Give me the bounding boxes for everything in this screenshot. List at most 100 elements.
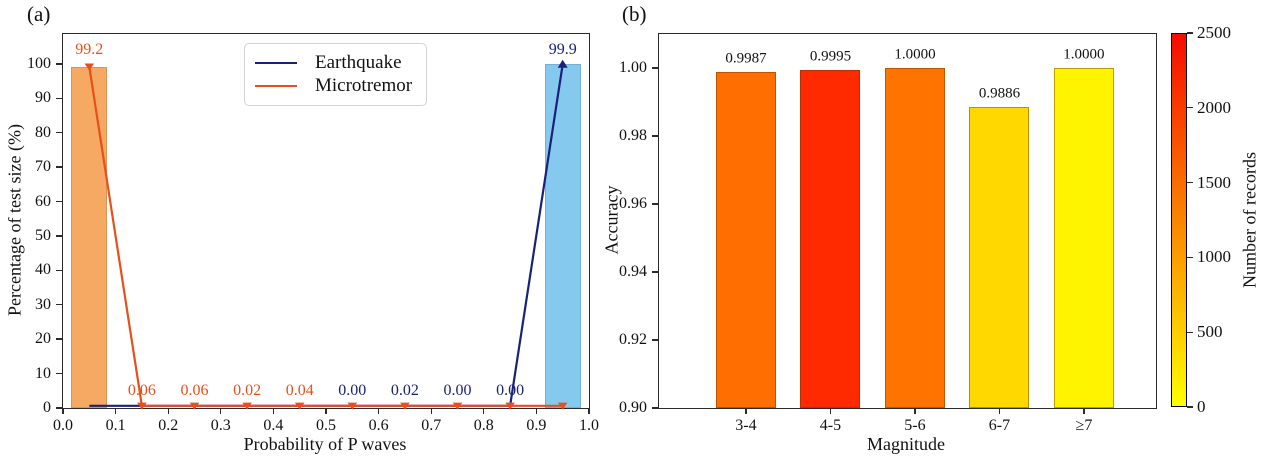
x-tick xyxy=(745,408,747,414)
triangle-down-marker-icon xyxy=(505,402,515,410)
y-tick xyxy=(56,407,62,409)
colorbar-tick xyxy=(1187,256,1193,259)
value-annotation: 0.00 xyxy=(443,382,472,400)
y-tick-label: 10 xyxy=(35,364,51,382)
value-annotation: 0.02 xyxy=(390,382,419,400)
x-tick xyxy=(535,408,538,414)
colorbar-tick-label: 1500 xyxy=(1197,172,1231,192)
y-tick-label: 0.98 xyxy=(619,127,647,144)
y-tick xyxy=(56,372,62,375)
y-tick-label: 0.92 xyxy=(619,331,647,348)
y-tick-label: 40 xyxy=(35,261,51,279)
x-tick-label: 3-4 xyxy=(735,417,757,434)
x-tick xyxy=(272,408,275,414)
colorbar-tick xyxy=(1187,406,1193,408)
x-tick-label: 0.1 xyxy=(105,417,126,434)
x-tick xyxy=(588,408,590,414)
accuracy-bar xyxy=(969,106,1030,408)
triangle-down-marker-icon xyxy=(400,402,410,410)
legend-item-earthquake: Earthquake xyxy=(255,51,414,75)
histogram-bar xyxy=(544,64,581,408)
y-tick-label: 1.00 xyxy=(619,59,647,76)
triangle-down-marker-icon xyxy=(557,402,568,410)
panel-b-y-axis-label: Accuracy xyxy=(601,185,622,255)
y-tick-label: 0.94 xyxy=(619,263,647,280)
panel-a-legend: Earthquake Microtremor xyxy=(244,43,427,106)
y-tick xyxy=(56,235,62,237)
triangle-down-marker-icon xyxy=(137,402,147,410)
value-annotation: 0.00 xyxy=(496,382,525,400)
panel-b-x-axis-label: Magnitude xyxy=(867,434,945,454)
colorbar-gradient xyxy=(1172,34,1186,406)
y-tick-label: 20 xyxy=(35,330,51,348)
triangle-down-marker-icon xyxy=(452,402,463,410)
legend-label-earthquake: Earthquake xyxy=(315,51,402,73)
series-line-microtremor xyxy=(88,66,563,407)
value-annotation: 99.9 xyxy=(548,41,577,59)
x-tick xyxy=(1083,408,1085,414)
y-tick xyxy=(56,200,62,203)
y-tick xyxy=(56,338,62,340)
y-tick xyxy=(56,97,62,100)
accuracy-bar xyxy=(715,72,776,408)
x-tick xyxy=(220,408,222,414)
y-tick-label: 90 xyxy=(35,89,51,107)
y-tick-label: 50 xyxy=(35,226,51,244)
y-tick xyxy=(652,135,658,137)
colorbar-tick-label: 500 xyxy=(1197,322,1223,342)
x-tick xyxy=(114,408,117,414)
y-tick xyxy=(652,203,658,205)
triangle-down-marker-icon xyxy=(347,402,358,410)
x-tick xyxy=(62,408,64,414)
panel-a-x-axis-label: Probability of P waves xyxy=(243,434,407,454)
x-tick xyxy=(483,408,485,414)
panel-a-lines xyxy=(84,59,568,410)
colorbar-tick-label: 1000 xyxy=(1197,247,1231,267)
y-tick xyxy=(652,407,658,409)
triangle-up-marker-icon xyxy=(557,59,568,68)
y-tick xyxy=(56,269,62,272)
colorbar-tick-label: 0 xyxy=(1197,397,1206,416)
panel-a-label: (a) xyxy=(27,2,51,26)
legend-label-microtremor: Microtremor xyxy=(315,75,413,97)
y-tick-label: 0.90 xyxy=(619,399,647,416)
accuracy-bar xyxy=(1053,68,1114,408)
x-tick xyxy=(430,408,432,414)
x-tick-label: 0.2 xyxy=(158,417,179,434)
y-tick-label: 30 xyxy=(35,295,51,313)
panel-a-axes: Earthquake Microtremor 0.0 0.1 0.2 0.3 0.4 0.… xyxy=(27,33,599,434)
y-tick xyxy=(56,304,62,306)
triangle-down-marker-icon xyxy=(189,402,200,410)
accuracy-bar xyxy=(884,68,945,408)
colorbar-tick xyxy=(1187,181,1193,184)
value-annotation: 1.0000 xyxy=(1063,46,1105,63)
value-annotation: 99.2 xyxy=(75,41,104,59)
value-annotation: 0.02 xyxy=(233,382,262,400)
colorbar-tick-label: 2000 xyxy=(1197,97,1231,117)
x-tick-label: 5-6 xyxy=(904,417,926,434)
value-annotation: 0.04 xyxy=(285,382,314,400)
colorbar-tick xyxy=(1187,331,1193,333)
x-tick-label: 0.9 xyxy=(526,417,547,434)
triangle-down-marker-icon xyxy=(242,402,252,410)
x-tick xyxy=(325,408,327,414)
x-tick-label: 0.7 xyxy=(421,417,442,434)
x-tick-label: 0.8 xyxy=(473,417,494,434)
series-line-earthquake xyxy=(89,64,564,407)
histogram-bar xyxy=(71,66,108,408)
panel-b-axes: 0.90 0.92 0.94 0.96 0.98 1.00 0.9987 3-4 0.9995 4… xyxy=(619,33,1157,434)
panel-a-y-axis-label: Percentage of test size (%) xyxy=(4,124,25,316)
triangle-down-marker-icon xyxy=(294,402,305,410)
y-tick xyxy=(56,132,62,134)
x-tick-label: 0.0 xyxy=(53,417,73,434)
y-tick-label: 100 xyxy=(27,54,51,72)
value-annotation: 0.06 xyxy=(180,382,209,400)
earthquake-line-sample-icon xyxy=(255,61,297,64)
value-annotation: 0.06 xyxy=(127,382,156,400)
y-tick-label: 60 xyxy=(35,192,51,210)
value-annotation: 1.0000 xyxy=(894,46,936,63)
x-tick-label: 0.6 xyxy=(368,417,389,434)
x-tick-label: 0.5 xyxy=(316,417,336,434)
y-tick-label: 0.96 xyxy=(619,195,647,212)
x-tick-label: ≥7 xyxy=(1075,417,1093,434)
